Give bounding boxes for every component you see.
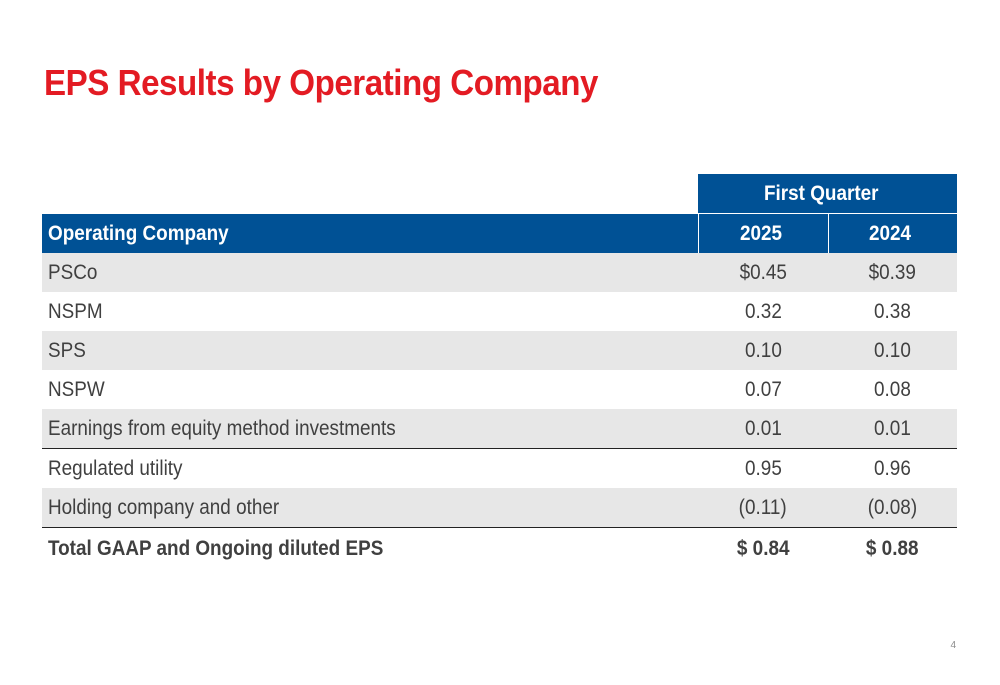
group-header-row: First Quarter: [42, 174, 958, 214]
table-row: Holding company and other (0.11) (0.08): [42, 488, 958, 528]
total-value-2025: $ 0.84: [698, 527, 828, 570]
total-row: Total GAAP and Ongoing diluted EPS $ 0.8…: [42, 527, 958, 570]
row-label-text: SPS: [48, 338, 86, 362]
operating-company-label: Operating Company: [48, 221, 229, 245]
total-value-2024: $ 0.88: [828, 527, 958, 570]
value-2024-text: $0.39: [868, 260, 917, 284]
table-row: Regulated utility 0.95 0.96: [42, 448, 958, 488]
slide-title: EPS Results by Operating Company: [44, 62, 598, 103]
value-2025-text: 0.32: [744, 299, 782, 323]
table-row: NSPW 0.07 0.08: [42, 370, 958, 409]
value-2025-text: 0.95: [744, 456, 782, 480]
value-2024: 0.96: [828, 448, 958, 488]
value-2025: 0.95: [698, 448, 828, 488]
row-label-text: Earnings from equity method investments: [48, 416, 396, 440]
table-row: SPS 0.10 0.10: [42, 331, 958, 370]
row-label: Holding company and other: [42, 488, 698, 528]
total-value-2024-text: $ 0.88: [866, 537, 919, 560]
value-2025-text: 0.10: [744, 338, 782, 362]
value-2025: $0.45: [698, 253, 828, 292]
row-label: NSPW: [42, 370, 698, 409]
value-2024: $0.39: [828, 253, 958, 292]
operating-company-header: Operating Company: [42, 213, 698, 253]
blank-cell: [42, 174, 698, 214]
value-2025-text: $0.45: [739, 260, 787, 284]
row-label: NSPM: [42, 292, 698, 331]
table-row: PSCo $0.45 $0.39: [42, 253, 958, 292]
value-2024-text: 0.08: [874, 377, 911, 401]
table-row: NSPM 0.32 0.38: [42, 292, 958, 331]
total-value-2025-text: $ 0.84: [736, 537, 790, 560]
first-quarter-label: First Quarter: [763, 181, 879, 205]
value-2024: 0.01: [828, 409, 958, 449]
row-label-text: Holding company and other: [48, 495, 280, 519]
year-2025-label: 2025: [739, 221, 782, 245]
row-label: PSCo: [42, 253, 698, 292]
value-2025: 0.32: [698, 292, 828, 331]
value-2025: 0.07: [698, 370, 828, 409]
value-2025-text: 0.07: [744, 377, 782, 401]
table-row: Earnings from equity method investments …: [42, 409, 958, 449]
row-label-text: Regulated utility: [48, 456, 183, 480]
value-2024: 0.10: [828, 331, 958, 370]
value-2025: 0.01: [698, 409, 828, 449]
total-label-text: Total GAAP and Ongoing diluted EPS: [48, 537, 384, 560]
value-2024-text: 0.01: [874, 416, 911, 440]
year-2024-header: 2024: [828, 213, 958, 253]
value-2024-text: 0.96: [874, 456, 911, 480]
value-2025: 0.10: [698, 331, 828, 370]
total-label: Total GAAP and Ongoing diluted EPS: [42, 527, 698, 570]
row-label-text: NSPW: [48, 377, 105, 401]
value-2024-text: (0.08): [867, 495, 918, 519]
row-label-text: PSCo: [48, 260, 98, 284]
eps-table: First Quarter Operating Company 2025 202…: [42, 174, 958, 570]
row-label: Regulated utility: [42, 448, 698, 488]
row-label: SPS: [42, 331, 698, 370]
row-label: Earnings from equity method investments: [42, 409, 698, 449]
value-2025-text: 0.01: [744, 416, 782, 440]
first-quarter-header: First Quarter: [698, 174, 958, 214]
value-2024: 0.38: [828, 292, 958, 331]
value-2025-text: (0.11): [739, 495, 787, 519]
page-number: 4: [950, 640, 956, 651]
column-header-row: Operating Company 2025 2024: [42, 213, 958, 253]
value-2024: 0.08: [828, 370, 958, 409]
value-2024-text: 0.38: [874, 299, 911, 323]
year-2024-label: 2024: [869, 221, 912, 245]
value-2024: (0.08): [828, 488, 958, 528]
value-2025: (0.11): [698, 488, 828, 528]
row-label-text: NSPM: [48, 299, 103, 323]
year-2025-header: 2025: [697, 213, 829, 253]
value-2024-text: 0.10: [874, 338, 911, 362]
